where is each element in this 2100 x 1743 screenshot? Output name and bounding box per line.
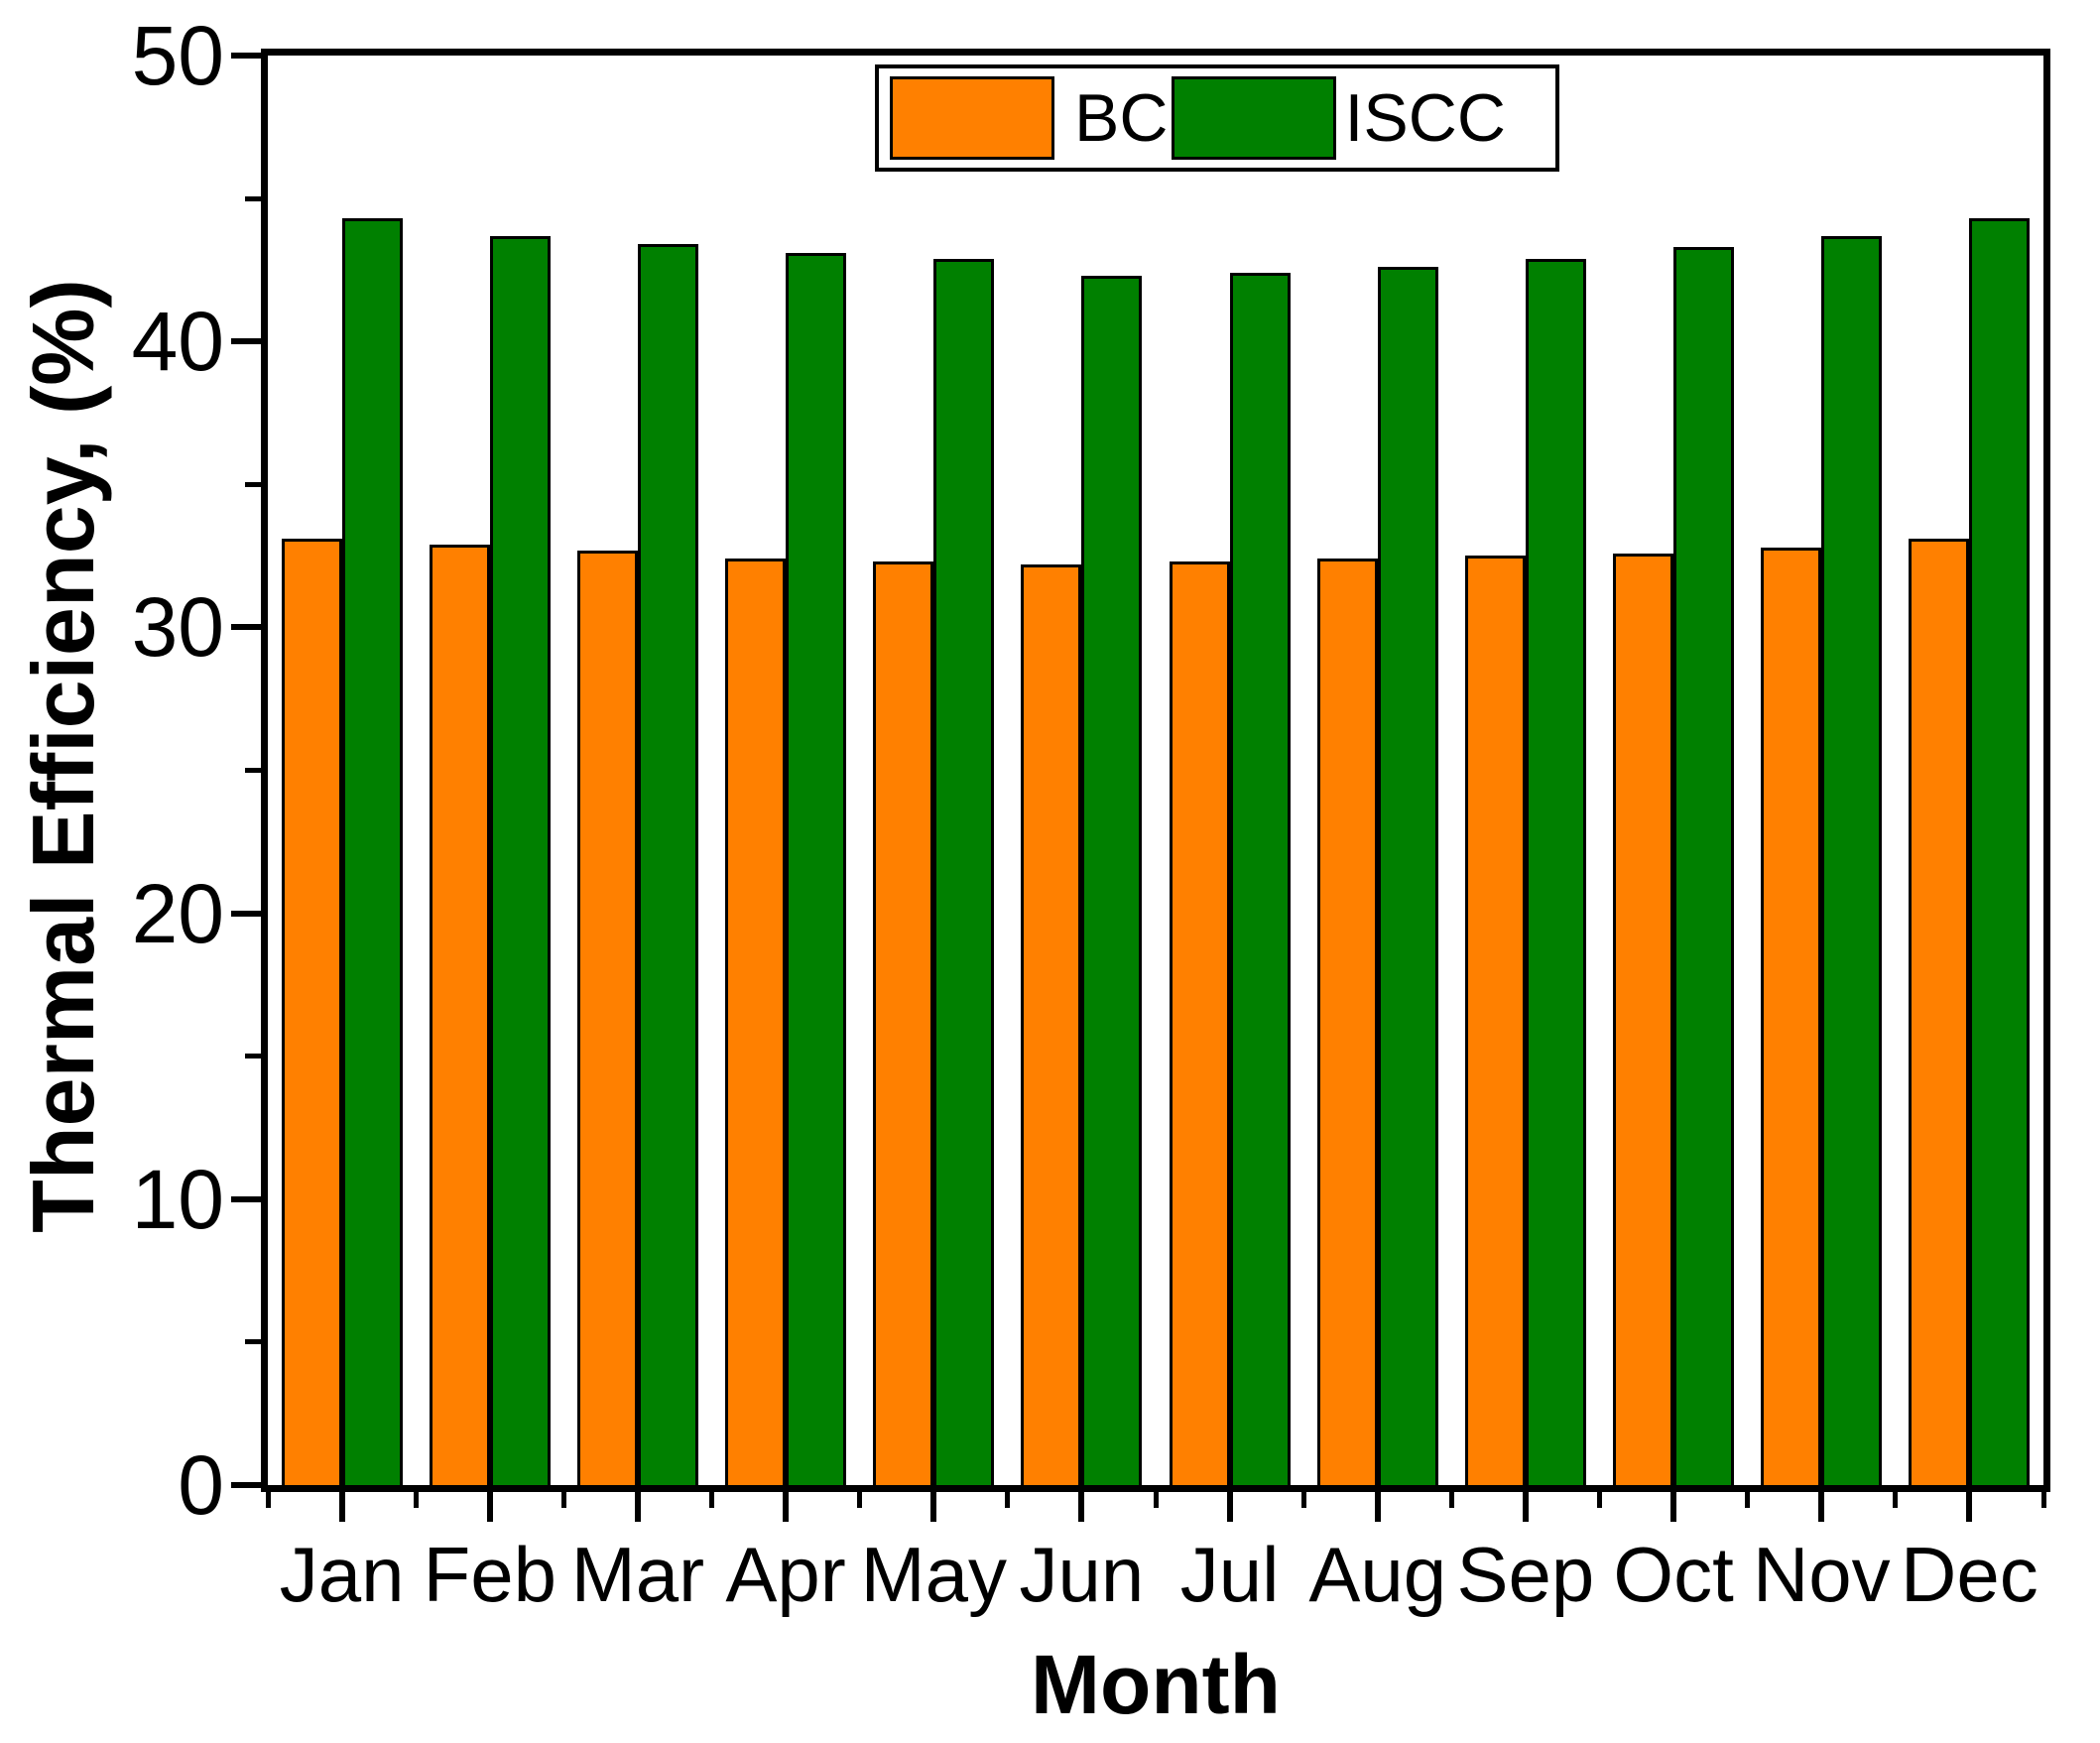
bar-iscc-jul (1229, 273, 1291, 1485)
x-major-tick-jun (1078, 1492, 1085, 1522)
y-major-tick-10 (231, 1195, 261, 1202)
y-tick-label-30: 30 (131, 580, 224, 675)
y-minor-tick-15 (245, 1054, 261, 1059)
bar-iscc-apr (786, 252, 847, 1485)
x-tick-label-aug: Aug (1308, 1531, 1447, 1618)
y-major-tick-30 (231, 624, 261, 631)
y-tick-label-10: 10 (131, 1152, 224, 1246)
bar-iscc-nov (1821, 235, 1883, 1485)
bar-iscc-aug (1377, 267, 1438, 1485)
y-minor-tick-35 (245, 481, 261, 487)
x-minor-tick-5 (1005, 1492, 1011, 1508)
x-major-tick-dec (1966, 1492, 1973, 1522)
x-minor-tick-6 (1153, 1492, 1159, 1508)
x-minor-tick-12 (2040, 1492, 2046, 1508)
x-tick-label-sep: Sep (1456, 1531, 1595, 1618)
bar-iscc-jan (341, 218, 403, 1485)
x-tick-label-dec: Dec (1901, 1531, 2038, 1618)
x-major-tick-feb (486, 1492, 493, 1522)
x-major-tick-apr (783, 1492, 790, 1522)
x-major-tick-sep (1522, 1492, 1529, 1522)
y-tick-label-50: 50 (131, 9, 224, 102)
x-minor-tick-8 (1448, 1492, 1454, 1508)
x-axis-title: Month (1031, 1638, 1281, 1731)
bar-bc-jul (1169, 561, 1230, 1485)
bar-bc-may (873, 561, 934, 1485)
y-minor-tick-25 (245, 768, 261, 773)
bar-bc-apr (725, 559, 787, 1485)
x-tick-label-nov: Nov (1752, 1531, 1891, 1618)
x-minor-tick-4 (857, 1492, 863, 1508)
x-minor-tick-9 (1597, 1492, 1602, 1508)
x-major-tick-oct (1670, 1492, 1677, 1522)
x-major-tick-aug (1374, 1492, 1381, 1522)
x-minor-tick-10 (1745, 1492, 1751, 1508)
y-tick-label-0: 0 (178, 1438, 224, 1532)
bar-iscc-mar (637, 244, 698, 1485)
y-major-tick-50 (231, 53, 261, 59)
y-tick-label-40: 40 (131, 295, 224, 389)
y-axis-title: Thermal Efficiency, (%) (14, 279, 112, 1233)
plot-area (261, 49, 2050, 1492)
x-minor-tick-0 (265, 1492, 271, 1508)
bar-bc-feb (429, 544, 490, 1485)
y-tick-label-20: 20 (131, 866, 224, 960)
x-tick-label-may: May (860, 1531, 1007, 1618)
x-major-tick-nov (1818, 1492, 1825, 1522)
y-minor-tick-45 (245, 195, 261, 201)
x-minor-tick-1 (413, 1492, 419, 1508)
bar-bc-aug (1316, 559, 1378, 1485)
y-major-tick-0 (231, 1482, 261, 1488)
legend-swatch-iscc (1172, 76, 1337, 160)
bar-bc-sep (1464, 556, 1526, 1485)
bar-iscc-feb (489, 235, 551, 1485)
x-tick-label-mar: Mar (570, 1531, 705, 1618)
y-minor-tick-5 (245, 1339, 261, 1345)
x-major-tick-may (930, 1492, 937, 1522)
bar-bc-jun (1021, 564, 1082, 1485)
legend-label-bc: BC (1074, 80, 1169, 156)
legend-swatch-bc (890, 76, 1054, 160)
y-major-tick-20 (231, 910, 261, 917)
x-tick-label-jun: Jun (1019, 1531, 1145, 1618)
x-tick-label-oct: Oct (1613, 1531, 1734, 1618)
bar-iscc-oct (1673, 247, 1735, 1485)
bar-bc-jan (281, 539, 342, 1485)
x-tick-label-jan: Jan (279, 1531, 405, 1618)
bar-iscc-jun (1081, 275, 1143, 1485)
x-tick-label-jul: Jul (1179, 1531, 1280, 1618)
y-major-tick-40 (231, 338, 261, 345)
legend: BC ISCC (875, 64, 1559, 172)
bar-bc-dec (1909, 539, 1970, 1485)
x-minor-tick-7 (1300, 1492, 1306, 1508)
bar-iscc-may (933, 258, 995, 1485)
x-minor-tick-11 (1893, 1492, 1899, 1508)
bar-iscc-dec (1969, 218, 2031, 1485)
x-minor-tick-3 (709, 1492, 714, 1508)
bar-bc-oct (1613, 553, 1674, 1485)
x-tick-label-apr: Apr (725, 1531, 846, 1618)
bar-bc-mar (576, 550, 638, 1485)
bar-bc-nov (1761, 547, 1822, 1485)
x-major-tick-jan (338, 1492, 345, 1522)
x-tick-label-feb: Feb (423, 1531, 556, 1618)
legend-label-iscc: ISCC (1344, 80, 1506, 156)
x-minor-tick-2 (560, 1492, 566, 1508)
bar-iscc-sep (1525, 258, 1586, 1485)
x-major-tick-jul (1226, 1492, 1233, 1522)
x-major-tick-mar (634, 1492, 641, 1522)
